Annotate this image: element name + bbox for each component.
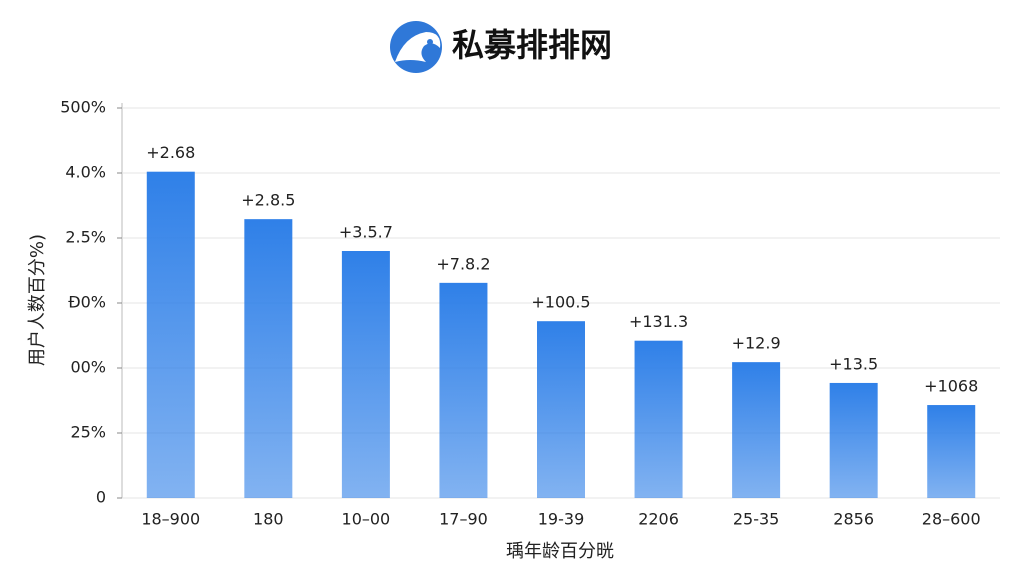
bar (537, 321, 585, 498)
chart-title: 私募排排网 (452, 26, 612, 64)
bar-annotation: +2.8.5 (241, 191, 295, 210)
y-tick-label: 2.5% (65, 228, 106, 247)
bar-annotation: +131.3 (629, 312, 688, 331)
bar (146, 171, 195, 498)
logo (390, 21, 442, 73)
bar (341, 251, 390, 498)
bar-annotation: +12.9 (732, 334, 781, 353)
bar (244, 219, 293, 498)
x-tick-label: 2206 (638, 510, 679, 529)
y-tick-label: 25% (70, 423, 106, 442)
bar-annotation: +100.5 (531, 293, 590, 312)
y-tick-label: 500% (60, 98, 106, 117)
bar (634, 340, 683, 498)
bar-annotation: +2.68 (146, 143, 195, 162)
x-tick-label: 2856 (833, 510, 874, 529)
x-tick-label: 17–90 (439, 510, 488, 529)
bar-annotation: +7.8.2 (436, 254, 490, 273)
x-tick-label: 19-39 (538, 510, 585, 529)
y-tick-label: 0 (96, 488, 106, 507)
x-axis-label: 瑀年龄百分晄 (506, 541, 614, 562)
bar-annotation: +13.5 (829, 354, 878, 373)
y-tick-label: 00% (70, 358, 106, 377)
x-tick-label: 28–600 (922, 510, 981, 529)
y-tick-label: Đ0% (68, 293, 106, 312)
bar (829, 382, 878, 498)
y-tick-label: 4.0% (65, 163, 106, 182)
bar (439, 282, 488, 498)
bar-annotation: +1068 (924, 377, 978, 396)
y-axis-label: 用户人数百分%) (27, 234, 48, 366)
x-tick-label: 180 (253, 510, 284, 529)
bar (732, 362, 781, 498)
x-tick-label: 10–00 (342, 510, 391, 529)
bar (927, 405, 976, 498)
bar-annotation: +3.5.7 (339, 223, 393, 242)
x-tick-label: 25-35 (733, 510, 780, 529)
x-tick-label: 18–900 (141, 510, 200, 529)
